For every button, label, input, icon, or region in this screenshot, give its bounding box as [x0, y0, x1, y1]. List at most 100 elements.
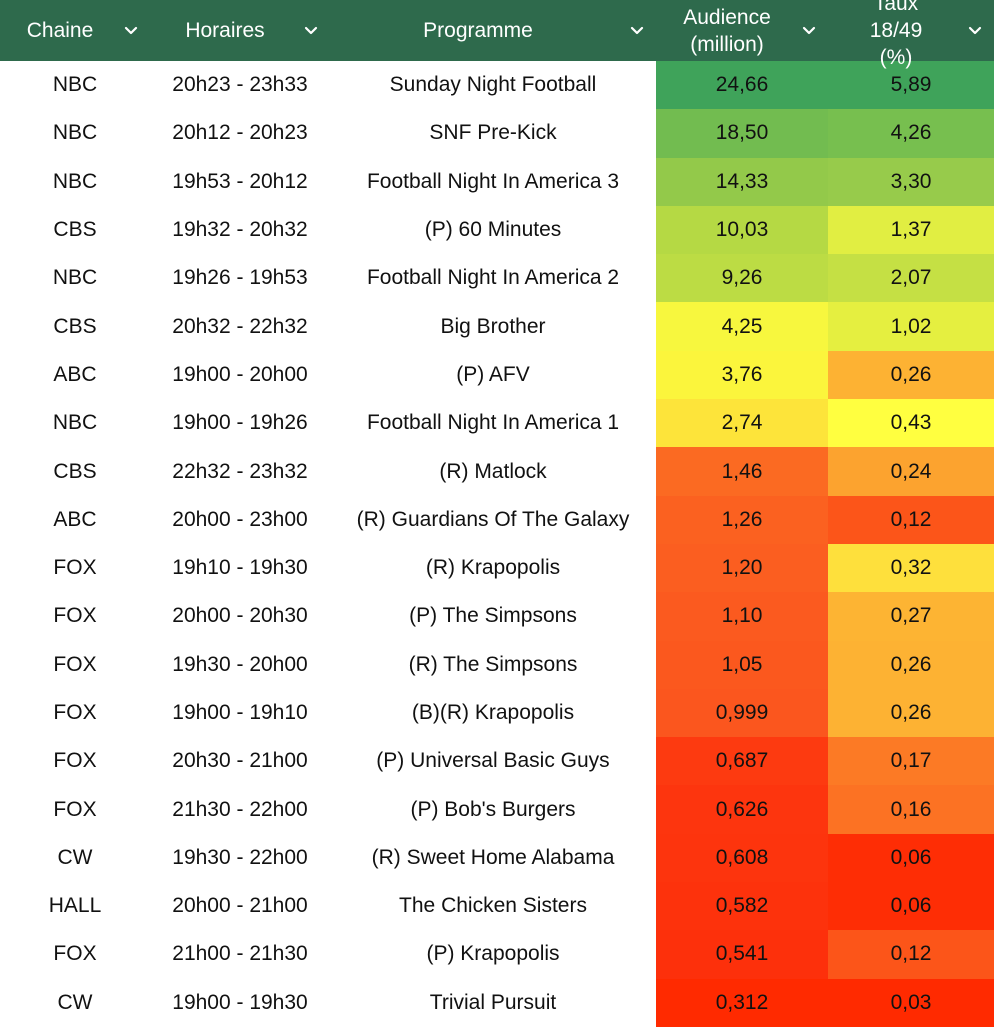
cell-taux: 0,12: [828, 930, 994, 979]
cell-audience: 0,608: [656, 833, 828, 883]
cell-audience: 4,25: [656, 302, 828, 351]
cell-taux: 0,06: [828, 882, 994, 931]
column-header-taux[interactable]: Taux 18/49 (%): [828, 0, 994, 69]
column-header-programme[interactable]: Programme: [330, 0, 656, 61]
chevron-down-icon[interactable]: [630, 26, 644, 36]
cell-audience: 0,626: [656, 785, 828, 834]
cell-horaires: 20h00 - 20h30: [172, 604, 308, 628]
column-header-label: Horaires: [185, 18, 265, 42]
cell-chaine: NBC: [52, 121, 98, 145]
cell-horaires: 19h00 - 19h30: [172, 990, 308, 1014]
cell-horaires: 19h00 - 20h00: [172, 362, 308, 386]
cell-taux: 1,02: [828, 302, 994, 351]
cell-programme: The Chicken Sisters: [399, 894, 587, 918]
cell-audience: 1,26: [656, 495, 828, 544]
chevron-down-icon[interactable]: [124, 26, 138, 36]
cell-horaires: 20h00 - 23h00: [172, 507, 308, 531]
column-header-inner: Programme: [330, 0, 656, 61]
cell-programme: Sunday Night Football: [389, 73, 597, 97]
cell-audience: 10,03: [656, 205, 828, 255]
cell-horaires: 19h30 - 22h00: [172, 845, 308, 869]
chevron-down-icon[interactable]: [968, 26, 982, 36]
table-row: FOX 19h10 - 19h30 (R) Krapopolis 1,20 0,32: [0, 543, 994, 593]
cell-taux: 4,26: [828, 109, 994, 158]
table-row: FOX 20h30 - 21h00 (P) Universal Basic Guys…: [0, 737, 994, 786]
column-header-label: Programme: [423, 18, 533, 42]
cell-taux: 0,43: [828, 399, 994, 448]
cell-horaires: 20h12 - 20h23: [172, 121, 308, 145]
cell-chaine: CBS: [53, 314, 97, 338]
cell-audience: 1,46: [656, 447, 828, 496]
cell-chaine: NBC: [52, 73, 98, 97]
column-header-label: Chaine: [26, 18, 94, 42]
column-header-horaires[interactable]: Horaires: [150, 0, 330, 61]
cell-audience: 0,312: [656, 978, 828, 1027]
cell-chaine: FOX: [53, 797, 97, 821]
table-row: NBC 19h26 - 19h53 Football Night In Americ…: [0, 254, 994, 303]
cell-audience: 0,999: [656, 688, 828, 738]
cell-programme: Football Night In America 2: [366, 266, 620, 290]
cell-audience: 1,20: [656, 543, 828, 593]
cell-chaine: CBS: [53, 459, 97, 483]
cell-chaine: CBS: [53, 218, 97, 242]
cell-audience: 2,74: [656, 399, 828, 448]
cell-programme: (P) Bob's Burgers: [410, 797, 576, 821]
cell-taux: 0,16: [828, 785, 994, 834]
cell-taux: 0,24: [828, 447, 994, 496]
cell-programme: (P) The Simpsons: [409, 604, 577, 628]
cell-audience: 0,687: [656, 737, 828, 786]
column-header-audience[interactable]: Audience (million): [656, 0, 828, 61]
column-header-label: Audience (million): [683, 5, 771, 56]
cell-taux: 5,89: [828, 61, 994, 110]
cell-taux: 0,26: [828, 688, 994, 738]
cell-chaine: NBC: [52, 411, 98, 435]
table-row: NBC 19h00 - 19h26 Football Night In Americ…: [0, 399, 994, 448]
column-header-inner: Taux 18/49 (%): [828, 0, 994, 69]
cell-horaires: 20h32 - 22h32: [172, 314, 308, 338]
cell-horaires: 19h10 - 19h30: [172, 556, 308, 580]
header-row: Chaine Horaires Programme Audience (million…: [0, 0, 994, 69]
table-row: FOX 21h30 - 22h00 (P) Bob's Burgers 0,626 0,…: [0, 785, 994, 834]
cell-taux: 0,26: [828, 350, 994, 400]
cell-horaires: 20h00 - 21h00: [172, 894, 308, 918]
cell-taux: 0,32: [828, 543, 994, 593]
cell-audience: 14,33: [656, 157, 828, 206]
cell-programme: (R) The Simpsons: [408, 652, 578, 676]
cell-programme: (R) Matlock: [439, 459, 547, 483]
cell-programme: (R) Sweet Home Alabama: [371, 845, 615, 869]
table-row: CBS 20h32 - 22h32 Big Brother 4,25 1,02: [0, 302, 994, 351]
cell-chaine: FOX: [53, 749, 97, 773]
cell-chaine: ABC: [53, 362, 97, 386]
cell-programme: (P) Krapopolis: [426, 942, 560, 966]
cell-audience: 9,26: [656, 254, 828, 303]
table-header: Chaine Horaires Programme Audience (million…: [0, 0, 994, 69]
cell-audience: 0,582: [656, 882, 828, 931]
cell-taux: 3,30: [828, 157, 994, 206]
cell-chaine: FOX: [53, 604, 97, 628]
chevron-down-icon[interactable]: [802, 26, 816, 36]
table-row: CBS 22h32 - 23h32 (R) Matlock 1,46 0,24: [0, 447, 994, 496]
cell-horaires: 19h00 - 19h10: [172, 701, 308, 724]
chevron-down-icon[interactable]: [304, 26, 318, 36]
cell-chaine: CW: [57, 845, 93, 869]
table-row: FOX 19h30 - 20h00 (R) The Simpsons 1,05 0,26: [0, 640, 994, 689]
table-row: CW 19h30 - 22h00 (R) Sweet Home Alabama 0,6…: [0, 833, 994, 883]
cell-programme: (R) Guardians Of The Galaxy: [356, 507, 630, 531]
cell-chaine: CW: [57, 990, 93, 1014]
cell-programme: Football Night In America 1: [366, 411, 620, 435]
table-row: NBC 20h23 - 23h33 Sunday Night Football 24,…: [0, 61, 994, 110]
cell-taux: 0,03: [828, 978, 994, 1027]
cell-chaine: FOX: [53, 556, 97, 580]
table-row: ABC 20h00 - 23h00 (R) Guardians Of The Gal…: [0, 495, 994, 544]
cell-audience: 3,76: [656, 350, 828, 400]
cell-horaires: 20h30 - 21h00: [172, 749, 308, 773]
cell-programme: (R) Krapopolis: [425, 556, 561, 580]
cell-audience: 0,541: [656, 930, 828, 979]
cell-chaine: FOX: [53, 652, 97, 676]
table-row: FOX 20h00 - 20h30 (P) The Simpsons 1,10 0,27: [0, 592, 994, 641]
table-row: ABC 19h00 - 20h00 (P) AFV 3,76 0,26: [0, 350, 994, 400]
cell-taux: 0,27: [828, 592, 994, 641]
cell-programme: (P) 60 Minutes: [424, 218, 562, 242]
table-body: NBC 20h23 - 23h33 Sunday Night Football 24,…: [0, 61, 994, 1027]
column-header-chaine[interactable]: Chaine: [0, 0, 150, 61]
